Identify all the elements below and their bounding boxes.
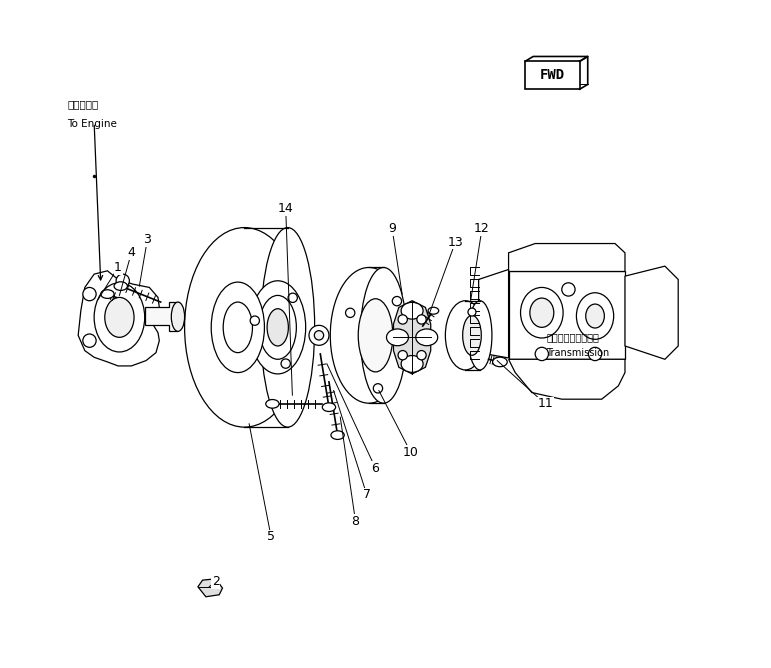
Ellipse shape (288, 293, 298, 303)
Polygon shape (625, 266, 678, 359)
Polygon shape (393, 301, 431, 374)
Text: 8: 8 (352, 515, 359, 528)
Text: Transmission: Transmission (547, 347, 610, 357)
Ellipse shape (417, 351, 426, 360)
Polygon shape (479, 269, 509, 358)
Ellipse shape (401, 303, 423, 319)
Ellipse shape (223, 302, 252, 353)
Text: 6: 6 (372, 462, 379, 475)
Text: 2: 2 (212, 575, 220, 588)
Text: 5: 5 (267, 530, 275, 543)
Ellipse shape (281, 359, 291, 368)
Ellipse shape (82, 334, 96, 347)
Ellipse shape (266, 399, 279, 408)
Ellipse shape (577, 293, 614, 339)
Text: To Engine: To Engine (68, 120, 117, 130)
Ellipse shape (392, 297, 402, 306)
Polygon shape (509, 244, 625, 271)
Ellipse shape (261, 228, 315, 427)
Ellipse shape (520, 287, 563, 338)
Ellipse shape (588, 347, 601, 361)
Ellipse shape (101, 290, 114, 299)
Ellipse shape (398, 351, 407, 360)
Ellipse shape (428, 307, 439, 314)
Bar (525, 61, 580, 90)
Ellipse shape (114, 282, 127, 291)
Bar (509, 271, 625, 359)
Ellipse shape (171, 302, 184, 331)
Ellipse shape (309, 325, 329, 345)
Ellipse shape (267, 309, 288, 346)
Ellipse shape (463, 315, 481, 355)
Ellipse shape (345, 308, 355, 317)
Text: 3: 3 (143, 233, 151, 246)
Text: FWD: FWD (540, 68, 565, 82)
Ellipse shape (259, 295, 296, 359)
Polygon shape (78, 271, 160, 366)
Ellipse shape (105, 297, 134, 337)
Text: 14: 14 (278, 202, 294, 216)
Polygon shape (509, 359, 625, 399)
Polygon shape (145, 302, 178, 331)
Ellipse shape (211, 282, 264, 373)
Ellipse shape (330, 267, 407, 403)
Text: 10: 10 (402, 446, 419, 459)
Ellipse shape (322, 403, 335, 411)
Ellipse shape (468, 301, 492, 370)
Ellipse shape (493, 357, 507, 367)
Text: エンジンへ: エンジンへ (68, 100, 99, 110)
Ellipse shape (468, 308, 476, 316)
Ellipse shape (398, 315, 407, 324)
Text: 12: 12 (474, 222, 490, 235)
Ellipse shape (373, 383, 382, 393)
Ellipse shape (250, 281, 305, 374)
Text: 11: 11 (537, 397, 553, 410)
Ellipse shape (184, 228, 305, 427)
Polygon shape (198, 578, 223, 597)
Ellipse shape (530, 298, 554, 327)
Ellipse shape (250, 316, 260, 325)
Text: 1: 1 (114, 261, 122, 274)
Ellipse shape (586, 304, 604, 328)
Ellipse shape (315, 331, 324, 340)
Ellipse shape (562, 283, 575, 296)
Ellipse shape (360, 267, 406, 403)
Text: 4: 4 (127, 246, 136, 259)
Text: 13: 13 (447, 236, 463, 248)
Ellipse shape (446, 301, 485, 370)
Ellipse shape (331, 431, 345, 440)
Ellipse shape (94, 283, 145, 352)
Text: トランスミッション: トランスミッション (547, 332, 599, 342)
Ellipse shape (359, 299, 392, 372)
Text: 7: 7 (363, 488, 371, 502)
Text: 9: 9 (389, 222, 396, 235)
Ellipse shape (82, 287, 96, 301)
Ellipse shape (417, 315, 426, 324)
Ellipse shape (535, 347, 548, 361)
Ellipse shape (401, 355, 423, 372)
Ellipse shape (116, 274, 130, 287)
Ellipse shape (386, 329, 409, 346)
Ellipse shape (416, 329, 438, 346)
